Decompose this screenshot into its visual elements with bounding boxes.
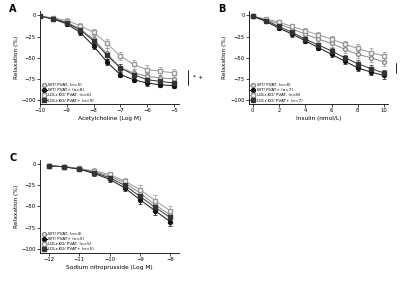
- Text: C: C: [9, 153, 17, 162]
- X-axis label: Acetylcholine (Log M): Acetylcholine (Log M): [78, 116, 141, 121]
- Text: * +: * +: [193, 75, 204, 80]
- Y-axis label: Relaxation (%): Relaxation (%): [222, 36, 227, 80]
- Y-axis label: Relaxation (%): Relaxation (%): [14, 185, 18, 228]
- Y-axis label: Relaxation (%): Relaxation (%): [14, 36, 18, 80]
- Text: B: B: [218, 4, 226, 14]
- Legend: WT/ PVAT- (n=8), WT/ PVAT+ (n=7), LDLr-KO/ PVAT- (n=8), LDLr-KO/ PVAT+ (n=7): WT/ PVAT- (n=8), WT/ PVAT+ (n=7), LDLr-K…: [250, 83, 303, 103]
- Legend: WT/ PVAT- (n=4), WT/ PVAT+ (n=5), LDLr-KO/ PVAT- (n=5), LDLr-KO/ PVAT+ (n=5): WT/ PVAT- (n=4), WT/ PVAT+ (n=5), LDLr-K…: [41, 232, 94, 252]
- X-axis label: Sodium nitroprusside (Log M): Sodium nitroprusside (Log M): [66, 265, 153, 270]
- X-axis label: Insulin (nmol/L): Insulin (nmol/L): [296, 116, 341, 121]
- Legend: WT/ PVAT- (n=5), WT/ PVAT+ (n=8), LDLr-KO/ PVAT- (n=6), LDLr-KO/ PVAT+ (n=9): WT/ PVAT- (n=5), WT/ PVAT+ (n=8), LDLr-K…: [41, 83, 94, 103]
- Text: A: A: [9, 4, 17, 14]
